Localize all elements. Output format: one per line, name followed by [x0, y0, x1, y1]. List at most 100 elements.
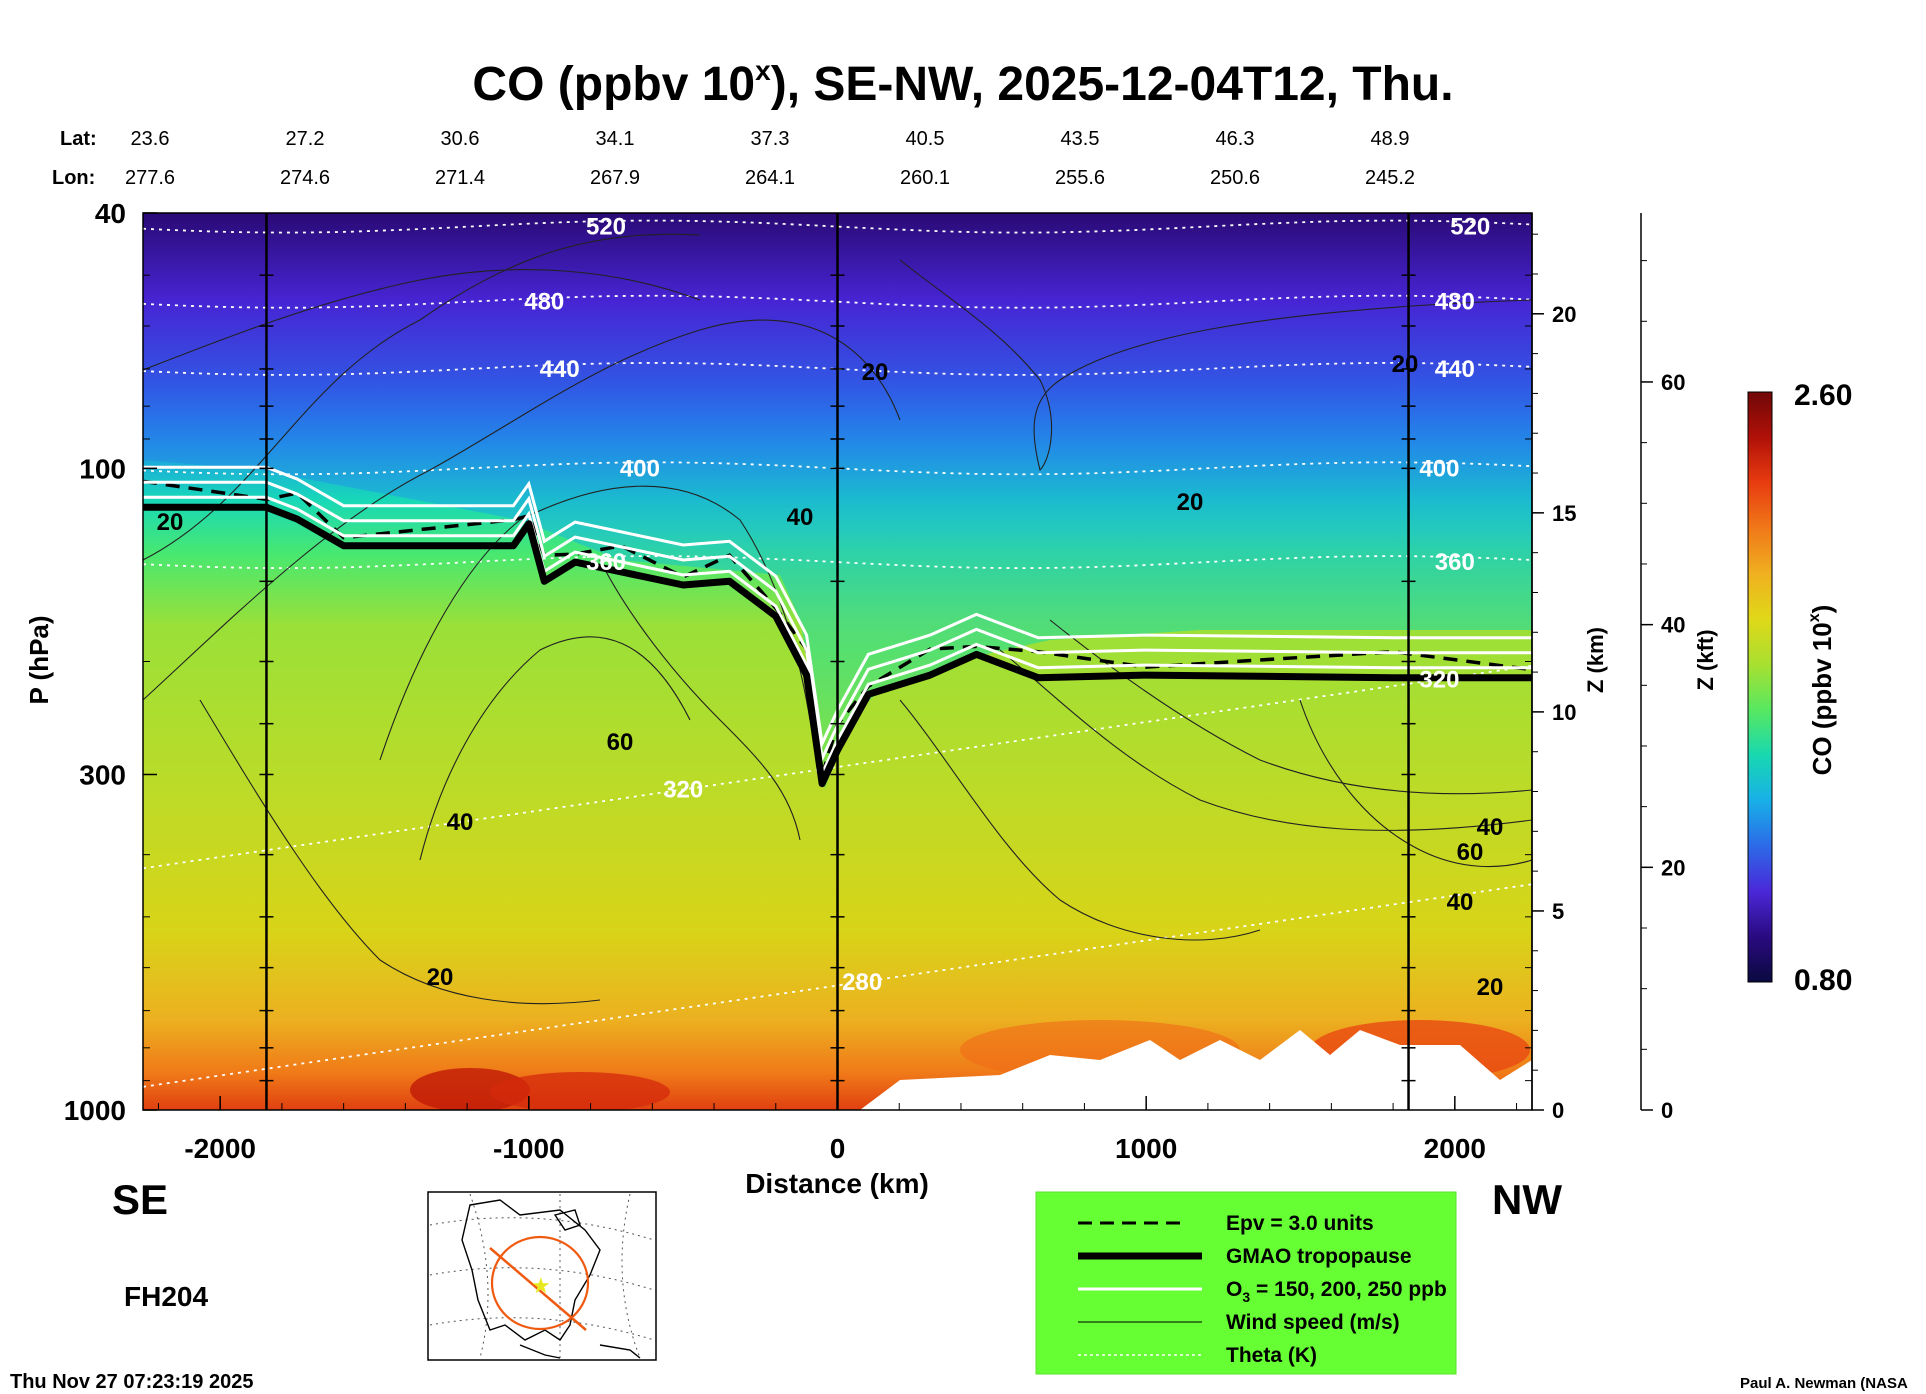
gmao-tropopause-line [143, 503, 1532, 788]
legend: Epv = 3.0 units GMAO tropopause O3 = 150… [1035, 1191, 1457, 1375]
z-kft-tick-label: 60 [1661, 370, 1685, 395]
wind-speed-contour [143, 233, 701, 561]
colorbar-label: CO (ppbv 10x) [1806, 605, 1837, 776]
theta-contour-label: 280 [842, 969, 882, 996]
lon-value: 245.2 [1365, 167, 1415, 189]
wind-speed-contour [599, 559, 801, 841]
x-tick-label: 0 [830, 1133, 846, 1164]
lat-value: 34.1 [596, 128, 635, 150]
wind-contour-label: 40 [1477, 814, 1504, 841]
lon-value: 277.6 [125, 167, 175, 189]
lon-label: Lon: [52, 167, 95, 189]
z-kft-tick-label: 20 [1661, 855, 1685, 880]
theta-contour-label: 400 [620, 455, 660, 482]
legend-label-tropopause: GMAO tropopause [1226, 1245, 1412, 1268]
z-kft-tick-label: 0 [1661, 1098, 1673, 1123]
theta-contour-label: 480 [524, 289, 564, 316]
x-axis-label: Distance (km) [745, 1168, 929, 1199]
chart-title-sup: x [755, 55, 771, 86]
wind-contour-label: 40 [787, 504, 814, 531]
epv-line [143, 479, 1532, 777]
theta-contour-label: 440 [1435, 356, 1475, 383]
wind-speed-contour [199, 699, 601, 1005]
colorbar: 2.60 0.80 CO (ppbv 10x) [1747, 379, 1852, 997]
lon-value: 255.6 [1055, 167, 1105, 189]
z-kft-axis-label: Z (kft) [1693, 629, 1718, 690]
z-km-tick-label: 15 [1552, 501, 1576, 526]
y-tick-label: 300 [79, 759, 126, 790]
wind-speed-contour [1049, 619, 1532, 795]
forecast-hour-label: FH204 [124, 1281, 208, 1312]
lon-value: 250.6 [1210, 167, 1260, 189]
wind-contour-label: 20 [1177, 489, 1204, 516]
region-right-label: NW [1492, 1176, 1562, 1223]
wind-speed-contour [143, 319, 901, 701]
lon-value: 267.9 [590, 167, 640, 189]
z-kft-tick-label: 40 [1661, 613, 1685, 638]
wind-contour-label: 20 [862, 359, 889, 386]
colorbar-max-label: 2.60 [1794, 379, 1852, 412]
lat-value: 27.2 [286, 128, 325, 150]
wind-contour-label: 40 [1447, 889, 1474, 916]
o3-contour [143, 465, 1532, 749]
theta-contour [143, 883, 1532, 1088]
z-km-tick-label: 10 [1552, 700, 1576, 725]
lat-value: 37.3 [751, 128, 790, 150]
y-tick-label: 100 [79, 453, 126, 484]
y-tick-label: 40 [95, 198, 126, 229]
region-left-label: SE [112, 1176, 168, 1223]
theta-contour-label: 400 [1419, 455, 1459, 482]
x-tick-label: -2000 [184, 1133, 256, 1164]
theta-contour-label: 360 [586, 549, 626, 576]
y-tick-label: 1000 [64, 1095, 126, 1126]
timestamp: Thu Nov 27 07:23:19 2025 [10, 1371, 253, 1393]
x-tick-label: 2000 [1424, 1133, 1486, 1164]
lat-label: Lat: [60, 128, 97, 150]
lon-value: 260.1 [900, 167, 950, 189]
theta-contour-label: 360 [1435, 549, 1475, 576]
colorbar-min-label: 0.80 [1794, 964, 1852, 997]
legend-label-o3-rest: = 150, 200, 250 ppb [1250, 1278, 1447, 1301]
wind-contour-label: 20 [427, 964, 454, 991]
map-coastlines [461, 1199, 641, 1359]
wind-speed-contour [143, 269, 701, 371]
wind-contour-label: 40 [447, 809, 474, 836]
wind-speed-contour [999, 649, 1532, 831]
wind-speed-contour [899, 699, 1261, 941]
legend-label-o3-main: O [1226, 1278, 1242, 1301]
theta-contour [143, 664, 1532, 870]
chart-title-rest: ), SE-NW, 2025-12-04T12, Thu. [771, 58, 1454, 111]
theta-contour-label: 320 [663, 777, 703, 804]
lon-value: 264.1 [745, 167, 795, 189]
o3-contour [143, 495, 1532, 779]
map-domain-circle [490, 1235, 590, 1331]
lat-value: 43.5 [1061, 128, 1100, 150]
x-tick-label: 1000 [1115, 1133, 1177, 1164]
z-km-tick-label: 20 [1552, 302, 1576, 327]
wind-speed-contour [899, 259, 1532, 472]
lat-value: 48.9 [1371, 128, 1410, 150]
chart-title: CO (ppbv 10x), SE-NW, 2025-12-04T12, Thu… [472, 55, 1453, 111]
map-center-star-icon: ★ [531, 1274, 551, 1299]
theta-contour-label: 440 [540, 356, 580, 383]
lon-value: 271.4 [435, 167, 485, 189]
z-km-tick-label: 0 [1552, 1098, 1564, 1123]
lat-lon-header: Lat: Lon: 23.6 27.2 30.6 34.1 37.3 40.5 43.5 46… [52, 128, 1415, 189]
x-tick-label: -1000 [493, 1133, 565, 1164]
legend-label-o3-sub: 3 [1242, 1289, 1250, 1305]
wind-contour-label: 20 [157, 509, 184, 536]
wind-speed-contour [419, 636, 691, 861]
z-km-tick-label: 5 [1552, 899, 1564, 924]
y-axis-label: P (hPa) [24, 615, 54, 704]
theta-contour-label: 320 [1419, 666, 1459, 693]
theta-contour-label: 520 [586, 214, 626, 241]
wind-contour-label: 20 [1392, 351, 1419, 378]
inset-map: ★ [427, 1191, 657, 1361]
legend-label-theta: Theta (K) [1226, 1344, 1317, 1367]
terrain-mask [860, 1030, 1532, 1110]
legend-label-epv: Epv = 3.0 units [1226, 1212, 1374, 1235]
legend-label-o3: O3 = 150, 200, 250 ppb [1226, 1278, 1447, 1305]
o3-contour [143, 480, 1532, 764]
surface-co-maximum-2 [490, 1072, 670, 1110]
